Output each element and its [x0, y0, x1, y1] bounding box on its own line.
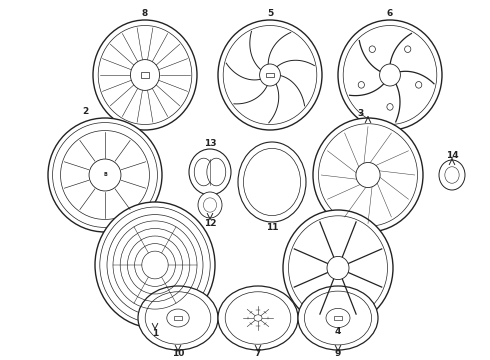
Text: 11: 11 — [266, 224, 278, 233]
Ellipse shape — [326, 309, 350, 328]
Ellipse shape — [405, 46, 411, 53]
Text: 14: 14 — [446, 150, 458, 159]
Ellipse shape — [207, 158, 226, 186]
Ellipse shape — [218, 20, 322, 130]
Ellipse shape — [380, 64, 400, 86]
Ellipse shape — [416, 82, 422, 88]
Text: 2: 2 — [82, 108, 88, 117]
Text: 4: 4 — [335, 328, 341, 337]
Ellipse shape — [93, 20, 197, 130]
Ellipse shape — [356, 162, 380, 188]
Ellipse shape — [48, 118, 162, 232]
Ellipse shape — [358, 82, 365, 88]
Ellipse shape — [130, 60, 160, 90]
Ellipse shape — [89, 159, 121, 191]
Bar — [334, 316, 342, 320]
Ellipse shape — [387, 104, 393, 110]
Text: 6: 6 — [387, 9, 393, 18]
Text: 3: 3 — [357, 108, 363, 117]
Ellipse shape — [260, 64, 280, 86]
Bar — [267, 72, 273, 77]
Text: 12: 12 — [204, 219, 216, 228]
Ellipse shape — [225, 292, 291, 344]
Bar — [141, 72, 149, 78]
Ellipse shape — [313, 118, 423, 232]
Bar — [174, 316, 182, 320]
Ellipse shape — [369, 46, 375, 53]
Text: 9: 9 — [335, 350, 341, 359]
Ellipse shape — [194, 158, 213, 186]
Text: B: B — [103, 172, 107, 177]
Ellipse shape — [283, 210, 393, 326]
Text: 8: 8 — [142, 9, 148, 18]
Ellipse shape — [244, 148, 300, 216]
Ellipse shape — [238, 142, 306, 222]
Ellipse shape — [167, 309, 189, 327]
Ellipse shape — [61, 131, 149, 220]
Ellipse shape — [138, 286, 218, 350]
Text: 5: 5 — [267, 9, 273, 18]
Ellipse shape — [189, 149, 231, 195]
Ellipse shape — [338, 20, 442, 130]
Text: 10: 10 — [172, 350, 184, 359]
Text: 1: 1 — [152, 328, 158, 338]
Ellipse shape — [254, 315, 262, 321]
Ellipse shape — [198, 192, 222, 218]
Ellipse shape — [439, 160, 465, 190]
Ellipse shape — [218, 286, 298, 350]
Text: 7: 7 — [255, 350, 261, 359]
Ellipse shape — [298, 286, 378, 350]
Ellipse shape — [95, 202, 215, 328]
Ellipse shape — [145, 292, 211, 344]
Ellipse shape — [107, 215, 203, 315]
Ellipse shape — [327, 256, 349, 280]
Ellipse shape — [304, 291, 371, 345]
Text: 13: 13 — [204, 139, 216, 148]
